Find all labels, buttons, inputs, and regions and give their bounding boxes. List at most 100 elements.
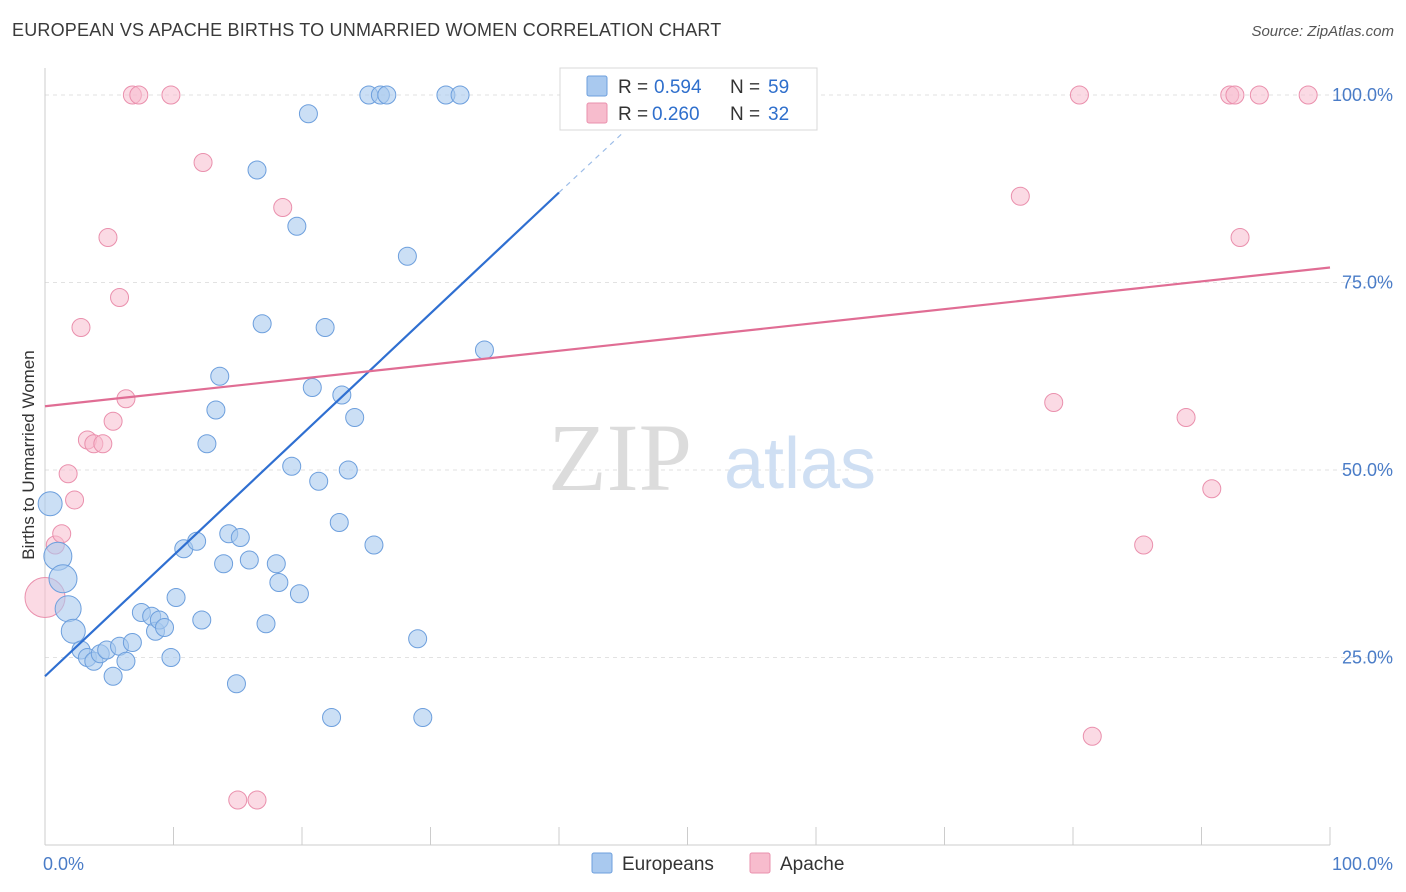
europeans-point-46 (332, 385, 352, 405)
apache-point-10 (103, 411, 123, 431)
europeans-point-34 (256, 614, 276, 634)
legend-europeans-r-label: R = (618, 77, 648, 98)
apache-point-26 (1202, 479, 1222, 499)
legend-apache-r-value: 0.260 (652, 104, 700, 125)
europeans-point-53 (397, 246, 417, 266)
europeans-point-2 (48, 564, 78, 594)
legend-apache-n-label: N = (730, 104, 760, 125)
legend-europeans-n-label: N = (730, 77, 760, 98)
europeans-point-48 (345, 408, 365, 427)
apache-point-23 (1082, 726, 1102, 746)
series-legend-swatch-europeans (591, 852, 613, 874)
europeans-point-42 (309, 471, 329, 491)
europeans-point-32 (247, 160, 267, 180)
apache-point-16 (193, 153, 213, 172)
europeans-point-37 (282, 456, 302, 476)
europeans-trend-line (44, 191, 560, 678)
watermark-zip: ZIP (548, 404, 692, 511)
europeans-point-29 (230, 528, 250, 547)
x-tick-label-1: 100.0% (1332, 854, 1393, 874)
apache-point-29 (1230, 228, 1250, 247)
europeans-point-0 (37, 491, 63, 517)
europeans-point-31 (239, 550, 259, 570)
apache-point-18 (247, 790, 267, 810)
europeans-point-38 (287, 216, 307, 236)
europeans-point-18 (155, 618, 175, 637)
series-legend-europeans: Europeans (622, 854, 714, 875)
europeans-point-44 (322, 708, 342, 727)
apache-point-30 (1249, 85, 1269, 105)
apache-point-17 (228, 790, 248, 810)
europeans-point-50 (364, 535, 384, 555)
x-tick-label-0: 0.0% (43, 854, 84, 874)
europeans-point-30 (226, 674, 246, 694)
apache-trend-line (44, 266, 1331, 408)
apache-point-21 (1044, 393, 1064, 412)
y-tick-labels: 25.0% 50.0% 75.0% 100.0% (1332, 85, 1393, 668)
legend-europeans-r-value: 0.594 (654, 77, 702, 98)
apache-point-20 (1010, 186, 1030, 206)
europeans-point-41 (302, 378, 322, 397)
axes (44, 68, 1331, 846)
chart-title: EUROPEAN VS APACHE BIRTHS TO UNMARRIED W… (12, 20, 722, 40)
y-tick-label-2: 75.0% (1342, 273, 1393, 293)
europeans-point-26 (210, 366, 230, 386)
legend-swatch-apache (586, 102, 608, 124)
apache-point-14 (129, 85, 149, 105)
apache-point-5 (71, 318, 91, 337)
europeans-point-27 (214, 554, 234, 574)
europeans-point-57 (450, 85, 470, 105)
legend-apache-n-value: 32 (768, 104, 789, 125)
legend-apache-r-label: R = (618, 104, 648, 125)
apache-point-2 (52, 524, 72, 544)
europeans-point-54 (408, 629, 428, 649)
europeans-point-36 (269, 573, 289, 592)
x-tick-labels: 0.0% 100.0% (43, 854, 1393, 874)
series-legend-apache: Apache (780, 854, 844, 875)
europeans-point-19 (161, 648, 181, 667)
watermark-atlas: atlas (724, 424, 876, 504)
europeans-point-52 (377, 85, 397, 105)
europeans-point-13 (122, 633, 142, 652)
source-credit: Source: ZipAtlas.com (1251, 23, 1394, 40)
apache-point-11 (110, 288, 130, 307)
europeans-point-33 (252, 314, 272, 334)
y-tick-label-3: 100.0% (1332, 85, 1393, 105)
y-tick-label-0: 25.0% (1342, 648, 1393, 668)
apache-point-4 (65, 490, 85, 510)
europeans-point-58 (474, 340, 494, 360)
europeans-point-40 (298, 104, 318, 124)
apache-point-28 (1225, 85, 1245, 105)
europeans-point-35 (266, 554, 286, 574)
correlation-legend: R = 0.594 N = 59 R = 0.260 N = 32 (559, 67, 818, 131)
apache-point-3 (58, 464, 78, 484)
gridlines (45, 94, 1392, 658)
europeans-point-4 (60, 618, 86, 644)
series-legend: Europeans Apache (591, 852, 844, 875)
apache-point-15 (161, 85, 181, 105)
legend-swatch-europeans (586, 75, 608, 97)
legend-europeans-n-value: 59 (768, 77, 789, 98)
europeans-point-39 (289, 584, 309, 604)
europeans-point-45 (329, 513, 349, 532)
apache-point-19 (273, 198, 293, 217)
europeans-point-43 (315, 318, 335, 337)
apache-point-8 (93, 434, 113, 454)
europeans-point-20 (166, 588, 186, 607)
europeans-point-55 (413, 708, 433, 727)
europeans-points (37, 85, 494, 727)
apache-point-25 (1176, 408, 1196, 427)
y-axis-title: Births to Unmarried Women (19, 350, 38, 559)
europeans-point-12 (116, 651, 136, 671)
trend-lines (44, 132, 1331, 678)
series-legend-swatch-apache (749, 852, 771, 874)
europeans-point-24 (197, 434, 217, 454)
apache-point-9 (98, 228, 118, 247)
apache-point-22 (1069, 85, 1089, 105)
apache-point-31 (1298, 85, 1318, 105)
europeans-point-47 (338, 460, 358, 480)
apache-point-24 (1134, 535, 1154, 555)
y-tick-label-1: 50.0% (1342, 460, 1393, 480)
zipatlas-watermark: ZIP atlas (548, 404, 876, 511)
